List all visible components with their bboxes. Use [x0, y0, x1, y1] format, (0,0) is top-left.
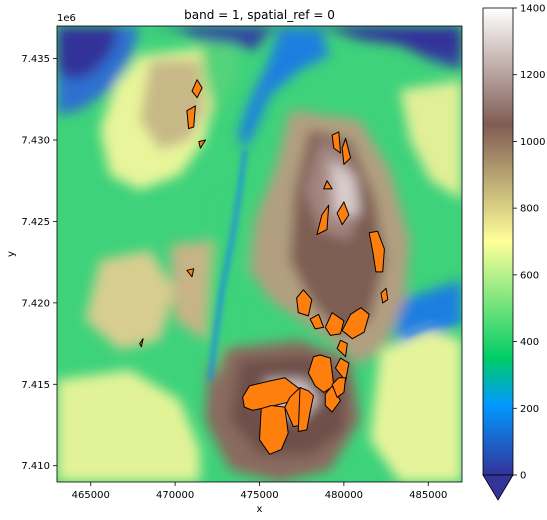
y-tick-label: 7.415: [21, 380, 50, 391]
overlay-polygon: [296, 289, 313, 317]
y-offset-label: 1e6: [57, 13, 76, 24]
overlay-polygon: [186, 105, 196, 130]
overlay-polygon: [331, 131, 341, 154]
y-tick-label: 7.410: [21, 461, 50, 472]
overlay-polygon: [323, 180, 333, 190]
colorbar: 0 200 400 600 800 1000 1200 1400: [482, 4, 545, 501]
elevation-raster: [57, 26, 462, 482]
colorbar-tick-label: 1200: [520, 70, 545, 81]
y-tick-label: 7.420: [21, 298, 50, 309]
chart-title: band = 1, spatial_ref = 0: [184, 8, 335, 22]
overlay-polygon: [186, 268, 195, 278]
y-tick-label: 7.425: [21, 217, 50, 228]
overlay-polygon: [297, 387, 314, 432]
overlay-polygon: [309, 313, 325, 330]
x-tick-label: 475000: [240, 490, 278, 501]
y-axis-label: y: [6, 251, 17, 257]
overlay-polygon: [259, 405, 289, 455]
overlay-polygon: [324, 385, 341, 413]
y-axis-ticks: 7.410 7.415 7.420 7.425 7.430 7.435: [21, 54, 57, 472]
overlay-polygon: [316, 204, 330, 235]
colorbar-tick-label: 800: [520, 204, 539, 215]
overlay-polygon: [324, 312, 345, 336]
x-tick-label: 465000: [72, 490, 110, 501]
x-tick-label: 480000: [325, 490, 363, 501]
overlay-polygon: [341, 307, 370, 340]
colorbar-tick-label: 600: [520, 270, 539, 281]
colorbar-ticks: 0 200 400 600 800 1000 1200 1400: [513, 4, 545, 482]
overlay-polygon: [336, 339, 348, 358]
overlay-polygon: [307, 354, 335, 393]
overlay-polygon: [368, 230, 385, 273]
overlay-polygon: [198, 139, 206, 149]
overlay-polygon: [331, 377, 347, 398]
glacier-overlay: [139, 79, 389, 455]
overlay-polygon: [336, 201, 350, 226]
y-tick-label: 7.430: [21, 136, 50, 147]
overlay-polygon: [341, 137, 352, 165]
x-tick-label: 470000: [156, 490, 194, 501]
colorbar-tick-label: 400: [520, 337, 539, 348]
colorbar-tick-label: 0: [520, 471, 526, 482]
x-tick-label: 485000: [409, 490, 447, 501]
overlay-polygon: [334, 357, 350, 382]
colorbar-tick-label: 1000: [520, 137, 545, 148]
colorbar-extend-min: [482, 474, 514, 501]
overlay-polygon: [139, 338, 144, 348]
y-tick-label: 7.435: [21, 54, 50, 65]
colorbar-gradient: [482, 7, 514, 476]
overlay-polygon: [191, 79, 203, 99]
overlay-polygon: [380, 287, 389, 304]
colorbar-tick-label: 1400: [520, 4, 545, 15]
x-axis-label: x: [257, 504, 263, 515]
colorbar-tick-label: 200: [520, 404, 539, 415]
x-axis-ticks: 465000 470000 475000 480000 485000: [72, 482, 447, 501]
